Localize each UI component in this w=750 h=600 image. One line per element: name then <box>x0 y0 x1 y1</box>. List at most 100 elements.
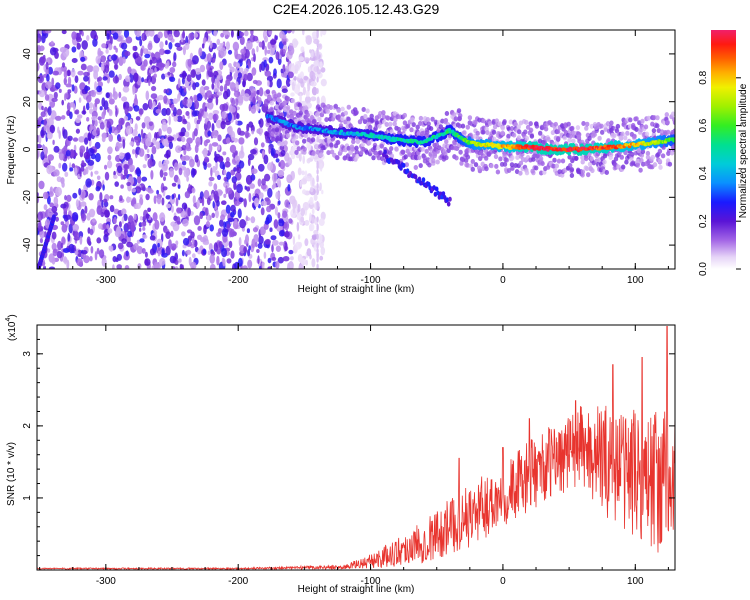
spectrogram-noise-cell <box>319 182 322 191</box>
spectrogram-marks <box>37 30 675 269</box>
spectrogram-noise-cell <box>141 248 146 254</box>
spectrogram-noise-cell <box>186 121 191 131</box>
spectrogram-noise-cell <box>167 71 171 76</box>
spectrogram-noise-cell <box>287 71 294 79</box>
spectrogram-noise-cell <box>300 207 306 217</box>
spectrogram-noise-cell <box>69 111 73 120</box>
spectrogram-noise-cell <box>208 243 213 252</box>
spectrogram-noise-cell <box>184 42 190 50</box>
spectrogram-noise-cell <box>217 174 221 180</box>
spectrogram-halo-cell <box>567 137 572 143</box>
spectrogram-noise-cell <box>129 119 133 124</box>
spectrogram-halo-cell <box>538 130 543 136</box>
spectrogram-noise-cell <box>126 181 131 187</box>
spectrogram-noise-cell <box>71 84 75 92</box>
spectrogram-noise-cell <box>199 212 204 220</box>
spectrogram-halo-cell <box>392 121 397 127</box>
spectrogram-noise-cell <box>101 199 104 208</box>
spectrogram-noise-cell <box>178 258 182 263</box>
spectrogram-halo-cell <box>291 138 297 144</box>
spectrogram-noise-cell <box>121 238 127 245</box>
spectrogram-noise-cell <box>144 48 147 54</box>
spectrogram-halo-cell <box>481 129 486 135</box>
spectrogram-halo-cell <box>475 130 480 136</box>
spectrogram-noise-cell <box>138 108 144 115</box>
spectrogram-halo-cell <box>638 167 643 173</box>
spectrogram-noise-cell <box>169 255 176 264</box>
spectrogram-noise-cell <box>209 40 213 49</box>
spectrogram-halo-cell <box>580 172 585 178</box>
spectrogram-x-tick-label: 0 <box>500 275 506 286</box>
spectrogram-noise-cell <box>305 259 309 266</box>
spectrogram-halo-cell <box>542 169 547 175</box>
spectrogram-halo-cell <box>556 135 561 141</box>
spectrogram-noise-cell <box>95 186 101 192</box>
spectrogram-halo-cell <box>280 141 285 147</box>
spectrogram-noise-cell <box>168 141 173 150</box>
spectrogram-noise-cell <box>214 151 217 158</box>
spectrogram-noise-cell <box>204 106 208 112</box>
spectrogram-noise-cell <box>316 183 319 189</box>
spectrogram-noise-cell <box>173 115 178 122</box>
spectrogram-noise-cell <box>204 37 207 43</box>
spectrogram-noise-cell <box>118 142 123 149</box>
spectrogram-noise-cell <box>206 120 212 129</box>
spectrogram-noise-cell <box>186 98 193 108</box>
spectrogram-noise-cell <box>244 67 249 73</box>
spectrogram-halo-cell <box>489 163 494 169</box>
spectrogram-noise-cell <box>185 249 192 255</box>
spectrogram-noise-cell <box>321 189 324 195</box>
spectrogram-noise-cell <box>75 117 81 124</box>
spectrogram-halo-cell <box>625 130 630 136</box>
spectrogram-noise-cell <box>109 195 114 200</box>
spectrogram-halo-cell <box>634 127 639 132</box>
spectrogram-noise-cell <box>316 76 319 83</box>
spectrogram-noise-cell <box>183 169 190 178</box>
spectrogram-halo-cell <box>328 105 334 110</box>
spectrogram-noise-cell <box>309 186 314 193</box>
spectrogram-halo-cell <box>624 159 629 165</box>
spectrogram-halo-cell <box>446 148 451 154</box>
spectrogram-halo-cell <box>485 130 490 136</box>
spectrogram-noise-cell <box>135 202 142 210</box>
spectrogram-halo-cell <box>422 155 427 161</box>
spectrogram-noise-cell <box>232 152 236 158</box>
spectrogram-noise-cell <box>105 48 109 54</box>
spectrogram-noise-cell <box>267 257 272 264</box>
spectrogram-noise-cell <box>263 251 267 259</box>
spectrogram-noise-cell <box>316 96 320 106</box>
spectrogram-noise-cell <box>237 72 242 79</box>
spectrogram-halo-cell <box>473 162 479 168</box>
spectrogram-noise-cell <box>145 137 152 147</box>
spectrogram-halo-cell <box>279 145 285 151</box>
spectrogram-noise-cell <box>133 105 140 112</box>
spectrogram-noise-cell <box>286 174 293 184</box>
spectrogram-halo-cell <box>655 115 660 121</box>
spectrogram-noise-cell <box>198 47 203 57</box>
spectrogram-noise-cell <box>74 250 79 256</box>
spectrogram-noise-cell <box>257 178 262 187</box>
spectrogram-noise-cell <box>166 61 170 67</box>
spectrogram-halo-cell <box>618 135 623 141</box>
snr-x-label: Height of straight line (km) <box>298 584 415 595</box>
spectrogram-halo-cell <box>285 133 291 139</box>
spectrogram-noise-cell <box>307 66 311 73</box>
spectrogram-noise-cell <box>285 78 291 87</box>
spectrogram-noise-cell <box>306 158 311 164</box>
spectrogram-noise-cell <box>49 124 56 134</box>
spectrogram-noise-cell <box>269 39 277 45</box>
spectrogram-noise-cell <box>175 145 182 153</box>
spectrogram-noise-cell <box>270 148 276 156</box>
spectrogram-noise-cell <box>192 82 197 91</box>
spectrogram-noise-cell <box>72 212 79 222</box>
spectrogram-noise-cell <box>103 100 109 111</box>
spectrogram-noise-cell <box>179 132 186 137</box>
spectrogram-noise-cell <box>238 58 243 63</box>
spectrogram-noise-cell <box>256 45 259 53</box>
spectrogram-noise-cell <box>81 213 87 222</box>
spectrogram-noise-cell <box>40 129 44 137</box>
spectrogram-noise-cell <box>319 61 323 69</box>
spectrogram-noise-cell <box>190 231 195 239</box>
spectrogram-noise-cell <box>175 197 179 207</box>
spectrogram-noise-cell <box>141 32 146 42</box>
